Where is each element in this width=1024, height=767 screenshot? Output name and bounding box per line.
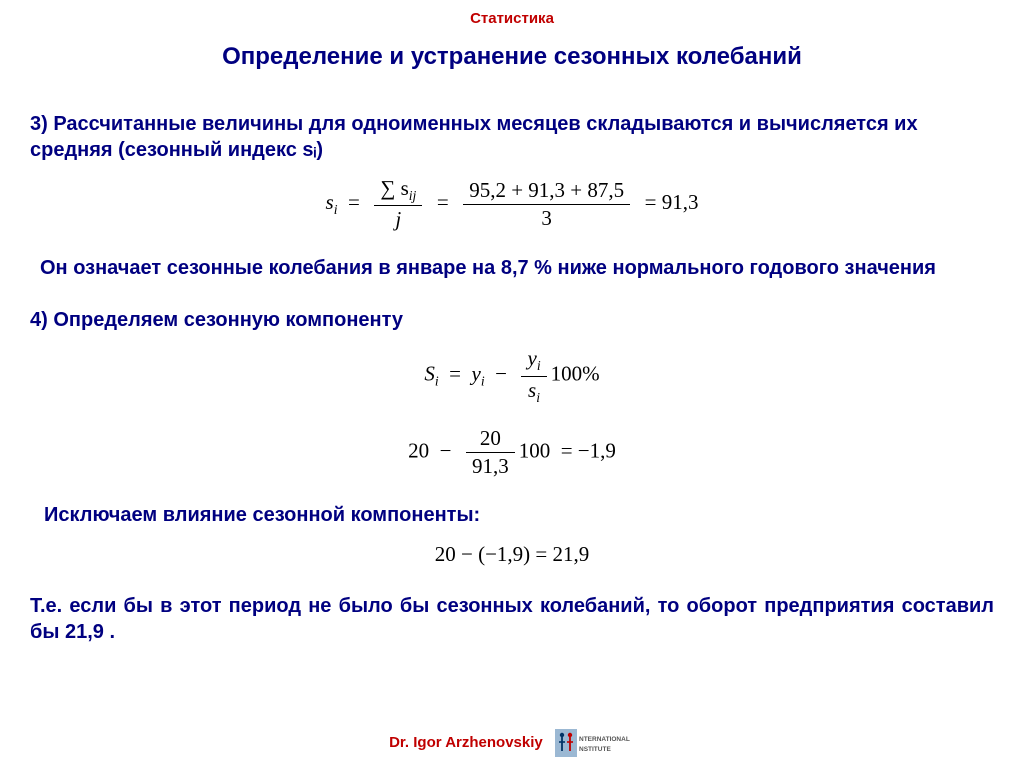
formula-step4b: 20 − 20 91,3 100 = −1,9 <box>0 427 1024 478</box>
sub-i2: i <box>435 374 439 389</box>
institute-logo: NTERNATIONAL NSTITUTE <box>555 729 635 757</box>
conclusion-text: Т.е. если бы в этот период не было бы се… <box>0 593 1024 645</box>
logo-text1: NTERNATIONAL <box>579 736 630 743</box>
suffix-100: 100% <box>551 362 600 386</box>
sub-i3: i <box>481 374 485 389</box>
formula-step3: si = ∑ sij j = 95,2 + 91,3 + 87,5 3 = 91… <box>0 177 1024 231</box>
result-neg19: −1,9 <box>578 438 616 462</box>
result-91-3: 91,3 <box>662 190 699 214</box>
category-label: Статистика <box>0 0 1024 27</box>
logo-text2: NSTITUTE <box>579 746 611 753</box>
author-name: Dr. Igor Arzhenovskiy <box>389 734 543 751</box>
fden-913: 91,3 <box>466 453 515 478</box>
page-title: Определение и устранение сезонных колеба… <box>0 43 1024 71</box>
step3-text: 3) Рассчитанные величины для одноименных… <box>0 111 1024 163</box>
formula-step4a: Si = yi − yi si 100% <box>0 347 1024 404</box>
var-s: s <box>326 190 334 214</box>
footer: Dr. Igor Arzhenovskiy NTERNATIONAL NSTIT… <box>0 729 1024 757</box>
mult-100: 100 <box>519 438 551 462</box>
sub-ij: ij <box>409 188 417 203</box>
den-j: j <box>374 206 422 231</box>
fnum-sub: i <box>537 358 541 373</box>
fden-sub: i <box>536 390 540 405</box>
sub-i: i <box>334 202 338 217</box>
sum-sij: ∑ s <box>380 176 408 200</box>
var-Si: S <box>424 362 435 386</box>
step4-label: 4) Определяем сезонную компоненту <box>0 307 1024 333</box>
rhs-num: 95,2 + 91,3 + 87,5 <box>463 179 630 205</box>
val-20: 20 <box>408 438 429 462</box>
fden-si: s <box>528 378 536 402</box>
fnum-20: 20 <box>466 427 515 453</box>
rhs-den: 3 <box>463 205 630 230</box>
var-yi: y <box>472 362 481 386</box>
fnum-yi: y <box>527 346 536 370</box>
exclude-label: Исключаем влияние сезонной компоненты: <box>0 502 1024 528</box>
formula-exclude: 20 − (−1,9) = 21,9 <box>0 542 1024 567</box>
interpret-text: Он означает сезонные колебания в январе … <box>0 255 1024 281</box>
